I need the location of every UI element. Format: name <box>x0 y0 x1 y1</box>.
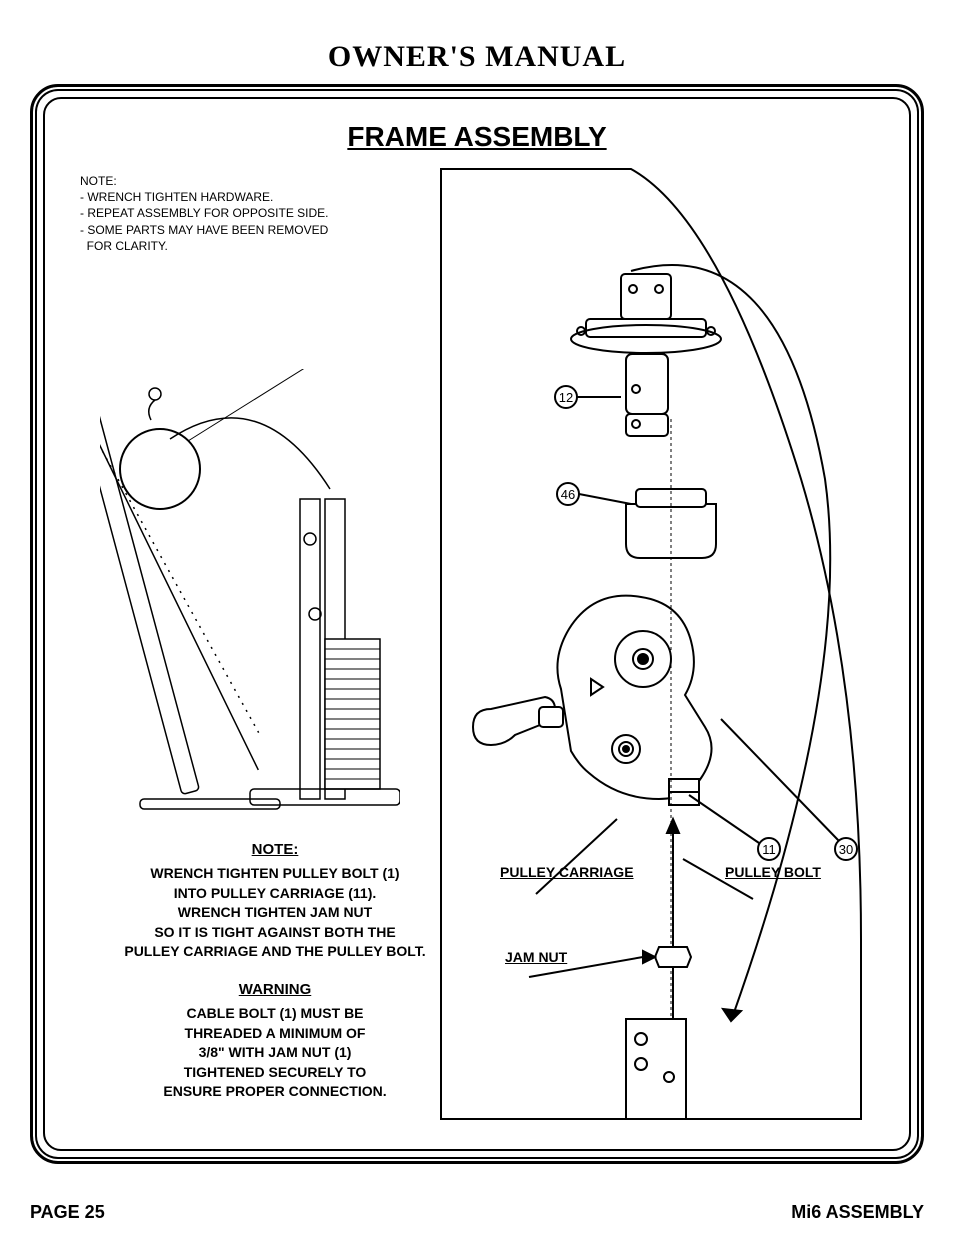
warning-note: WARNING CABLE BOLT (1) MUST BE THREADED … <box>115 979 435 1102</box>
label-jam-nut: JAM NUT <box>505 949 567 965</box>
page-border-inner: FRAME ASSEMBLY NOTE: - WRENCH TIGHTEN HA… <box>43 97 911 1151</box>
warning-line: THREADED A MINIMUM OF <box>185 1025 366 1041</box>
assembly-name: Mi6 ASSEMBLY <box>791 1202 924 1223</box>
doc-title: OWNER'S MANUAL <box>30 40 924 74</box>
top-note-header: NOTE: <box>80 173 329 189</box>
page-number: PAGE 25 <box>30 1202 105 1223</box>
note-line: PULLEY CARRIAGE AND THE PULLEY BOLT. <box>124 943 425 959</box>
tightening-note: NOTE: WRENCH TIGHTEN PULLEY BOLT (1) INT… <box>115 839 435 962</box>
part-number-46: 46 <box>561 487 575 502</box>
top-note: NOTE: - WRENCH TIGHTEN HARDWARE. - REPEA… <box>80 173 329 254</box>
label-pulley-bolt: PULLEY BOLT <box>725 864 821 880</box>
part-number-12: 12 <box>559 390 573 405</box>
note-line: INTO PULLEY CARRIAGE (11). <box>174 885 377 901</box>
page: OWNER'S MANUAL FRAME ASSEMBLY NOTE: - WR… <box>0 0 954 1235</box>
footer: PAGE 25 Mi6 ASSEMBLY <box>30 1202 924 1223</box>
note-line: WRENCH TIGHTEN JAM NUT <box>178 904 372 920</box>
overview-drawing <box>100 369 400 839</box>
part-number-11: 11 <box>762 842 776 857</box>
detail-drawing: 12 46 <box>421 159 881 1129</box>
warning-line: TIGHTENED SECURELY TO <box>184 1064 367 1080</box>
top-note-line: - REPEAT ASSEMBLY FOR OPPOSITE SIDE. <box>80 205 329 221</box>
top-note-line: FOR CLARITY. <box>80 238 329 254</box>
label-pulley-carriage: PULLEY CARRIAGE <box>500 864 634 880</box>
warning-line: 3/8" WITH JAM NUT (1) <box>199 1044 352 1060</box>
warning-heading: WARNING <box>239 979 312 1000</box>
page-border-outer: FRAME ASSEMBLY NOTE: - WRENCH TIGHTEN HA… <box>30 84 924 1164</box>
warning-line: ENSURE PROPER CONNECTION. <box>163 1083 386 1099</box>
top-note-line: - WRENCH TIGHTEN HARDWARE. <box>80 189 329 205</box>
warning-line: CABLE BOLT (1) MUST BE <box>186 1005 363 1021</box>
top-note-line: - SOME PARTS MAY HAVE BEEN REMOVED <box>80 222 329 238</box>
part-number-30: 30 <box>839 842 853 857</box>
section-title: FRAME ASSEMBLY <box>45 121 909 153</box>
note-line: SO IT IS TIGHT AGAINST BOTH THE <box>154 924 395 940</box>
note-line: WRENCH TIGHTEN PULLEY BOLT (1) <box>150 865 399 881</box>
note-heading: NOTE: <box>252 839 299 860</box>
